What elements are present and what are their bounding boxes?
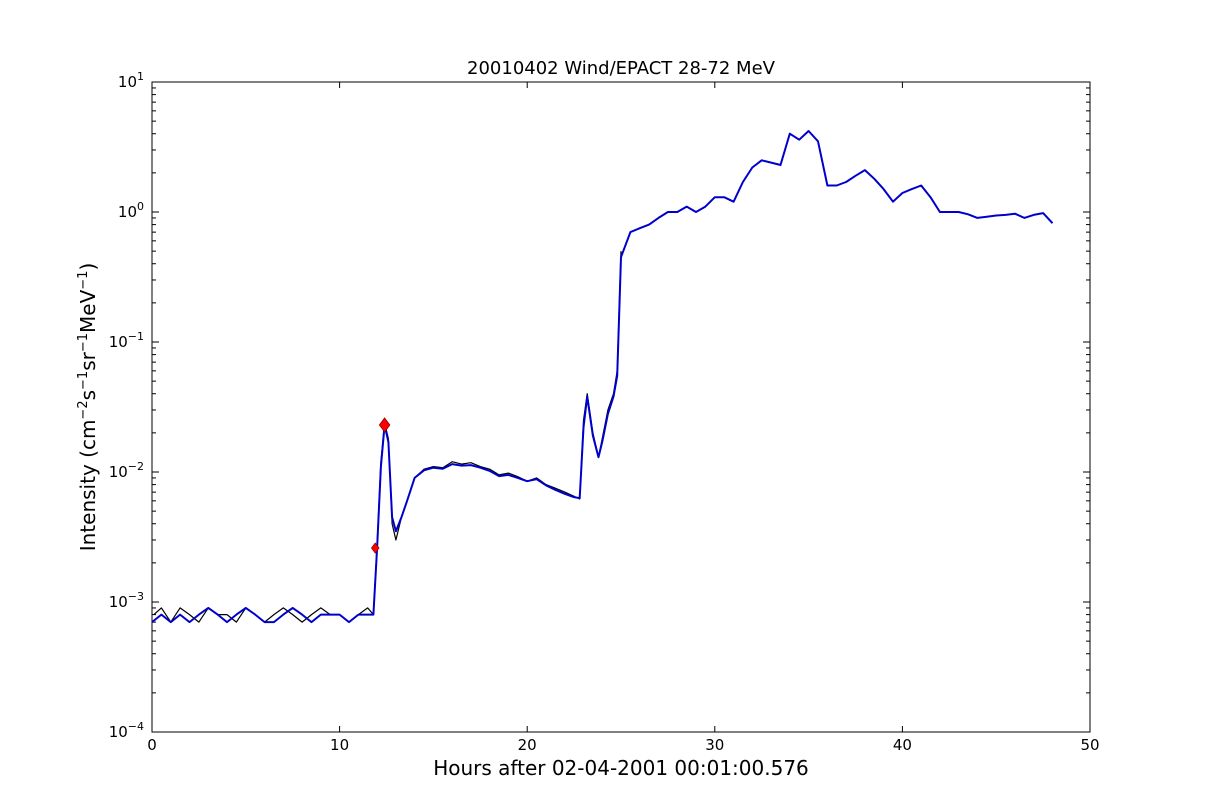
y-axis-title-suffix: ) [76, 263, 100, 271]
y-axis-title-s: s [76, 390, 100, 400]
y-tick-label-exp: −4 [128, 720, 144, 733]
x-tick-label: 20 [518, 736, 537, 754]
y-tick-label-exp: −3 [128, 590, 144, 603]
y-tick-label-base: 10 [118, 73, 137, 91]
y-tick-label-exp: 1 [137, 70, 144, 83]
y-axis-title-exp1: −2 [76, 400, 91, 419]
x-tick-label: 40 [893, 736, 912, 754]
y-axis-title-exp4: −1 [76, 271, 91, 290]
y-tick-label-base: 10 [109, 593, 128, 611]
y-tick-label: 10−3 [109, 590, 144, 611]
y-tick-label-exp: −1 [128, 330, 144, 343]
smoothed-series-line [151, 130, 1054, 624]
y-tick-label: 10−2 [109, 460, 144, 481]
y-tick-label-exp: 0 [137, 200, 144, 213]
y-tick-label: 10−4 [109, 720, 144, 741]
y-axis-title-exp3: −1 [76, 333, 91, 352]
x-tick-label: 30 [705, 736, 724, 754]
y-axis-title-prefix: Intensity (cm [76, 420, 100, 552]
diamond-marker [378, 417, 391, 433]
x-axis-title: Hours after 02-04-2001 00:01:00.576 [433, 756, 809, 780]
y-tick-label: 10−1 [109, 330, 144, 351]
series-layer [151, 130, 1054, 624]
y-axis-title: Intensity (cm−2s−1sr−1MeV−1) [76, 263, 100, 552]
y-tick-label-base: 10 [109, 463, 128, 481]
y-tick-label: 101 [118, 70, 144, 91]
y-axis-title-exp2: −1 [76, 371, 91, 390]
plot-frame [151, 81, 1091, 733]
chart-title: 20010402 Wind/EPACT 28-72 MeV [467, 58, 776, 79]
x-tick-label: 0 [147, 736, 157, 754]
y-axis-title-sr: sr [76, 351, 100, 370]
y-tick-label-base: 10 [109, 333, 128, 351]
x-tick-label: 10 [330, 736, 349, 754]
diamond-marker [370, 542, 380, 554]
marker-layer [370, 417, 391, 554]
y-tick-label-base: 10 [109, 723, 128, 741]
x-tick-label: 50 [1080, 736, 1099, 754]
y-tick-label-base: 10 [118, 203, 137, 221]
y-tick-label: 100 [118, 200, 144, 221]
y-tick-label-exp: −2 [128, 460, 144, 473]
y-axis-title-mev: MeV [76, 289, 100, 333]
